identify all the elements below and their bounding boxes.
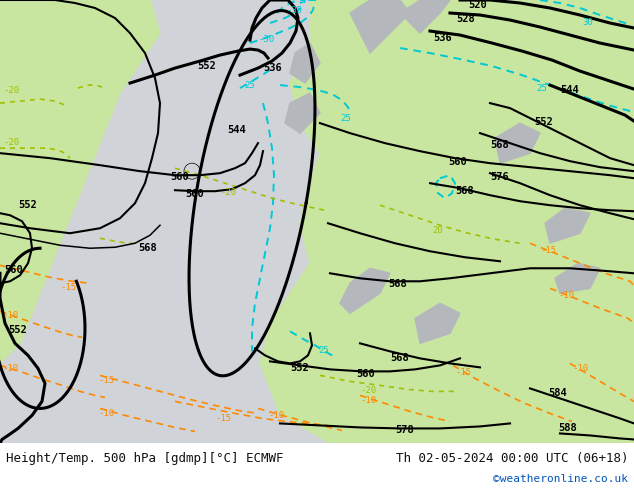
Text: -10: -10 (268, 412, 284, 420)
Polygon shape (495, 123, 540, 163)
Polygon shape (390, 0, 634, 153)
Text: -15: -15 (455, 368, 471, 377)
Polygon shape (400, 0, 450, 33)
Text: 536: 536 (263, 63, 281, 73)
Polygon shape (0, 0, 160, 364)
Polygon shape (310, 0, 634, 73)
Circle shape (184, 163, 200, 179)
Polygon shape (415, 303, 460, 343)
Text: 544: 544 (560, 85, 579, 95)
Text: -35: -35 (286, 6, 302, 15)
Text: 552: 552 (290, 364, 309, 373)
Polygon shape (545, 208, 590, 243)
Text: -10: -10 (572, 365, 588, 373)
Text: 552: 552 (534, 117, 553, 127)
Text: -20: -20 (220, 188, 236, 197)
Text: 20: 20 (432, 226, 443, 235)
Text: -20: -20 (3, 86, 19, 95)
Text: 560: 560 (356, 369, 375, 379)
Text: -30: -30 (258, 35, 274, 44)
Text: -15: -15 (60, 283, 76, 293)
Text: 568: 568 (390, 353, 409, 364)
Text: 568: 568 (388, 279, 407, 289)
Text: 568: 568 (490, 140, 508, 150)
Polygon shape (285, 93, 320, 133)
Text: -10: -10 (2, 311, 18, 320)
Text: 576: 576 (490, 172, 508, 182)
Text: 30: 30 (582, 18, 593, 27)
Text: -15: -15 (215, 415, 231, 423)
Text: 528: 528 (456, 14, 475, 24)
Text: 588: 588 (558, 423, 577, 434)
Text: 560: 560 (170, 172, 189, 182)
Text: -10: -10 (2, 365, 18, 373)
Text: 520: 520 (468, 0, 487, 10)
Text: 560: 560 (4, 265, 23, 275)
Text: 560: 560 (448, 157, 467, 167)
Text: 25: 25 (318, 346, 329, 355)
Text: -15: -15 (540, 246, 556, 255)
Text: 560: 560 (185, 189, 204, 199)
Polygon shape (340, 268, 390, 313)
Text: -10: -10 (360, 396, 376, 405)
Text: 25: 25 (244, 81, 255, 90)
Text: -10: -10 (98, 410, 114, 418)
Text: 584: 584 (548, 389, 567, 398)
Polygon shape (555, 263, 600, 294)
Text: 552: 552 (8, 325, 27, 335)
Text: 25: 25 (536, 84, 547, 93)
Polygon shape (350, 0, 410, 53)
Text: Height/Temp. 500 hPa [gdmp][°C] ECMWF: Height/Temp. 500 hPa [gdmp][°C] ECMWF (6, 452, 283, 465)
Text: Th 02-05-2024 00:00 UTC (06+18): Th 02-05-2024 00:00 UTC (06+18) (396, 452, 628, 465)
Text: 552: 552 (197, 61, 216, 71)
Text: -15: -15 (98, 376, 114, 386)
Text: 552: 552 (18, 200, 37, 210)
Text: 568: 568 (455, 186, 474, 196)
Text: -20: -20 (360, 387, 376, 395)
Polygon shape (290, 43, 320, 83)
Text: -20: -20 (3, 138, 19, 147)
Text: 568: 568 (138, 243, 157, 253)
Text: 578: 578 (395, 425, 414, 436)
Text: ©weatheronline.co.uk: ©weatheronline.co.uk (493, 474, 628, 485)
Polygon shape (260, 0, 634, 443)
Text: 536: 536 (433, 33, 452, 43)
Text: 544: 544 (227, 125, 246, 135)
Text: 25: 25 (340, 114, 351, 123)
Text: -10: -10 (558, 291, 574, 300)
